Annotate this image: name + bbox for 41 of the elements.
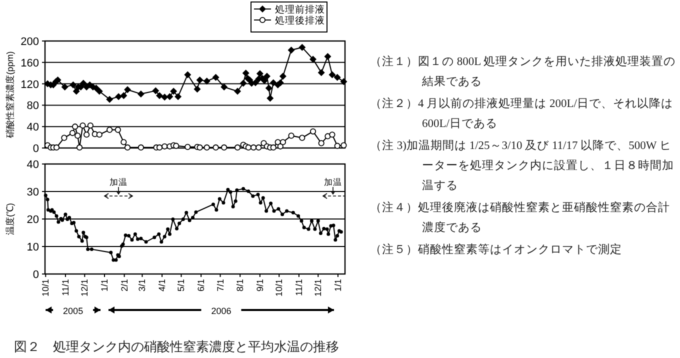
text: 2005 — [63, 306, 84, 316]
caption: 図２ 処理タンク内の硝酸性窒素濃度と平均水温の推移 — [14, 338, 339, 356]
x-tick-label: 10/1 — [40, 279, 51, 297]
y-tick-label: 0 — [32, 269, 39, 281]
y-tick-label: 200 — [20, 36, 39, 48]
x-tick-label: 3/1 — [137, 279, 148, 292]
x-tick-label: 9/1 — [254, 279, 265, 292]
x-tick-label: 11/1 — [60, 279, 70, 296]
y-tick-label: 120 — [20, 78, 39, 91]
x-tick-label: 5/1 — [176, 279, 186, 292]
x-tick-label: 2/1 — [119, 279, 130, 292]
x-tick-label: 11/1 — [294, 279, 304, 296]
text: 2006 — [211, 306, 232, 316]
x-tick-label: 10/1 — [274, 279, 284, 297]
text: （注 3)加温期間は 1/25～3/10 及び 11/17 以降で、500W ヒーターを処理タンク内に設置し、１日８時間加温する — [370, 138, 675, 194]
legend-label: 処理後排液 — [275, 14, 325, 26]
y-tick-label: 80 — [26, 100, 39, 112]
annotation: 加温 — [324, 177, 342, 187]
x-tick-label: 12/1 — [80, 279, 90, 297]
y-tick-label: 20 — [26, 214, 39, 226]
y-axis-title: 温度(℃) — [5, 203, 15, 235]
x-tick-label: 1/1 — [99, 279, 110, 292]
x-tick-label: 8/1 — [235, 279, 246, 292]
text: （注４）処理後廃液は硝酸性窒素と亜硝酸性窒素の合計濃度である — [370, 200, 671, 236]
x-tick-label: 1/1 — [332, 279, 343, 292]
text: （注５）硝酸性窒素等はイオンクロマトで測定 — [370, 242, 623, 258]
y-tick-label: 30 — [26, 186, 39, 198]
y-tick-label: 0 — [32, 143, 39, 155]
text: （注１）図１の 800L 処理タンクを用いた排液処理装置の結果である — [370, 54, 677, 90]
y-tick-label: 10 — [26, 242, 39, 254]
annotation: 加温 — [110, 177, 128, 187]
x-tick-label: 12/1 — [313, 279, 324, 297]
text: （注２）4 月以前の排液処理量は 200L/日で、それ以降は 600L/日である — [370, 96, 674, 132]
x-tick-label: 7/1 — [215, 279, 226, 292]
x-tick-label: 4/1 — [157, 279, 168, 292]
x-tick-label: 6/1 — [196, 279, 206, 292]
y-tick-label: 40 — [26, 122, 39, 134]
y-tick-label: 40 — [26, 159, 39, 171]
y-axis-title: 硝酸性窒素濃度(ppm) — [5, 51, 15, 139]
y-tick-label: 160 — [20, 57, 39, 70]
legend-label: 処理前排液 — [275, 4, 325, 16]
